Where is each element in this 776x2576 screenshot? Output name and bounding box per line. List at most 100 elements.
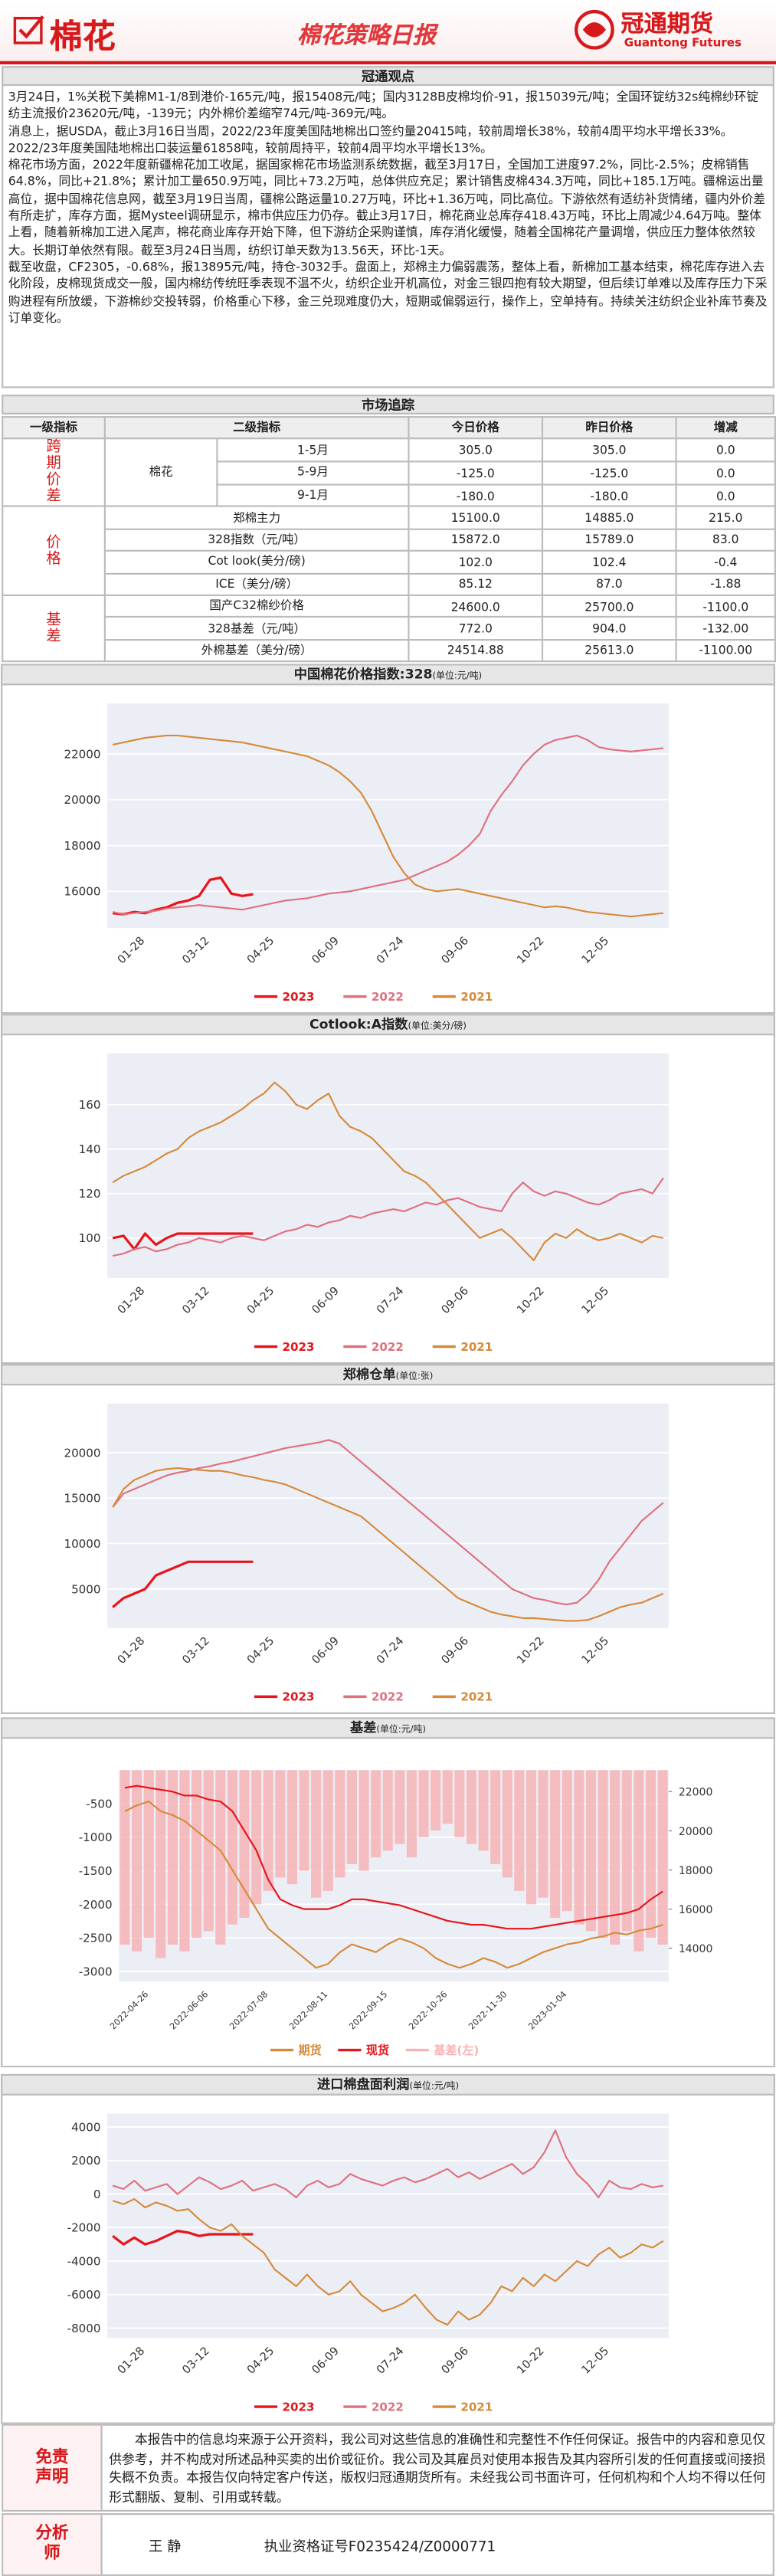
value-cell: 0.0 — [675, 483, 776, 508]
item-cell: 1-5月 — [216, 438, 410, 463]
item-cell: 328基差（元/吨） — [103, 616, 410, 641]
y-tick-label: -2000 — [79, 1898, 113, 1912]
table-row: 基差 国产C32棉纱价格 24600.0 25700.0 -1100.0 — [2, 594, 776, 663]
y-tick-label: -8000 — [67, 2322, 101, 2335]
header-cell: 今日价格 — [408, 416, 544, 441]
y-tick-label: 4000 — [71, 2120, 100, 2134]
table-row: 价格 郑棉主力 15100.0 14885.0 215.0 — [2, 506, 776, 596]
legend-label: 基差(左) — [433, 2043, 479, 2057]
analyst-label: 分析师 — [3, 2515, 103, 2574]
plot-area — [107, 1053, 669, 1279]
bar — [120, 1770, 130, 1945]
section-heading: 市场追踪 — [2, 395, 774, 415]
chart-title: 基差(单位:元/吨) — [349, 1720, 426, 1736]
series-line — [112, 2129, 664, 2198]
bar — [598, 1770, 608, 1939]
chart-title: 郑棉仓单(单位:张) — [343, 1367, 434, 1383]
bar — [466, 1770, 477, 1844]
legend-label: 2021 — [460, 1340, 493, 1354]
y-tick-label: -1500 — [79, 1864, 113, 1878]
item-cell: 9-1月 — [216, 483, 410, 508]
bar — [132, 1770, 142, 1952]
header-row: 一级指标 二级指标 今日价格 昨日价格 增减 — [2, 416, 776, 441]
y2-tick-label: 22000 — [679, 1787, 713, 1799]
bar — [286, 1770, 297, 1885]
bar — [574, 1770, 584, 1925]
value-cell: 0.0 — [675, 438, 776, 463]
title-bar — [1, 2073, 775, 2096]
item-cell: 5-9月 — [216, 460, 410, 485]
y-tick-label: -500 — [86, 1797, 112, 1811]
item-cell: 郑棉主力 — [103, 506, 410, 530]
plot-area — [107, 703, 669, 929]
tracking-table: 一级指标 二级指标 今日价格 昨日价格 增减 跨期价差 棉花 1-5月 305.0 305.0 0.… — [2, 416, 776, 663]
bar — [299, 1770, 309, 1871]
bar — [215, 1770, 226, 1945]
title-text: 中国棉花价格指数:328 — [294, 667, 433, 683]
value-cell: 0.0 — [675, 460, 776, 485]
section-heading: 冠通观点 — [2, 66, 774, 87]
plot-area — [107, 1403, 669, 1628]
analyst: 分析师 王 静 执业资格证号F0235424/Z0000771 — [2, 2513, 774, 2576]
bar — [359, 1770, 369, 1871]
logo-icon — [13, 15, 44, 44]
bar — [251, 1770, 262, 1905]
value-cell: 215.0 — [675, 506, 776, 530]
legend-label: 现货 — [366, 2043, 389, 2057]
bar — [275, 1770, 286, 1878]
series-line — [112, 734, 663, 918]
header-cell: 一级指标 — [2, 416, 106, 441]
series-line — [112, 1467, 664, 1622]
header-cell: 增减 — [675, 416, 776, 441]
sub-cell: 棉花 — [103, 438, 218, 508]
group-cell: 价格 — [2, 506, 106, 596]
title-text: 进口棉盘面利润 — [317, 2076, 410, 2093]
bar — [585, 1770, 597, 1932]
analyst-name: 王 静 — [148, 2539, 182, 2557]
value-cell: 15872.0 — [408, 528, 544, 552]
title-bar — [1, 1014, 775, 1036]
header: 棉花 棉花策略日报 冠通期货 Guantong Futures — [0, 0, 776, 61]
title-unit: (单位:元/吨) — [433, 670, 483, 681]
y-tick-label: 5000 — [71, 1582, 100, 1596]
title-text: 郑棉仓单 — [343, 1367, 396, 1383]
paragraph: 消息上，据USDA，截止3月16日当周，2022/23年度美国陆地棉出口签约量2… — [8, 123, 733, 156]
bar — [263, 1770, 273, 1891]
paragraph: 3月24日，1%关税下美棉M1-1/8到港价-165元/吨，报15408元/吨；… — [8, 89, 759, 121]
y-tick-label: 15000 — [64, 1492, 101, 1506]
value-cell: -180.0 — [408, 483, 544, 508]
bar — [502, 1770, 512, 1878]
bar — [143, 1770, 154, 1939]
company-icon — [575, 9, 614, 50]
bar — [442, 1770, 453, 1824]
legend-label: 2022 — [372, 1690, 404, 1704]
y-tick-label: -1000 — [79, 1830, 113, 1844]
value-cell: 102.4 — [541, 549, 677, 575]
value-cell: 85.12 — [408, 572, 544, 596]
bar — [395, 1770, 405, 1844]
y-tick-label: 2000 — [71, 2154, 100, 2168]
table-row: 9-1月 -180.0 -180.0 0.0 — [2, 483, 776, 508]
table-row: ICE（美分/磅） 85.12 87.0 -1.88 — [2, 572, 776, 596]
value-cell: 102.0 — [408, 549, 544, 575]
title-unit: (单位:元/吨) — [410, 2080, 460, 2091]
series-line — [112, 2230, 254, 2246]
group-cell: 基差 — [2, 594, 106, 663]
paragraph: 截至收盘，CF2305，-0.68%，报13895元/吨，持仓-3032手。盘面… — [8, 259, 768, 326]
title-bar — [1, 664, 775, 686]
company-name: 冠通期货 — [620, 11, 714, 38]
bar — [621, 1770, 632, 1932]
legend-label: 2022 — [372, 2400, 404, 2414]
value-cell: -1.88 — [675, 572, 776, 596]
bar — [167, 1770, 178, 1945]
view-text: 3月24日，1%关税下美棉M1-1/8到港价-165元/吨，报15408元/吨；… — [2, 86, 774, 388]
y-tick-label: 160 — [79, 1098, 101, 1112]
bar — [239, 1770, 250, 1918]
value-cell: 25613.0 — [541, 638, 677, 663]
bar — [179, 1770, 190, 1952]
title-text: Cotlook:A指数 — [309, 1017, 408, 1033]
series-line — [112, 2197, 664, 2326]
value-cell: -125.0 — [408, 460, 544, 485]
